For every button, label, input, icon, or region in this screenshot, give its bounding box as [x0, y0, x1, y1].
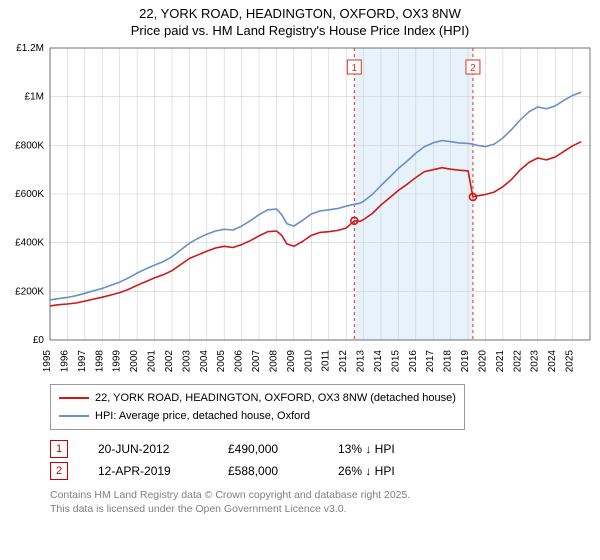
svg-text:2006: 2006	[234, 350, 245, 373]
legend-swatch-price-paid	[59, 397, 89, 399]
svg-text:2017: 2017	[425, 350, 436, 373]
svg-text:1999: 1999	[112, 350, 123, 373]
svg-text:£600K: £600K	[15, 189, 44, 200]
svg-text:1998: 1998	[94, 350, 105, 373]
marker-price-1: £490,000	[228, 442, 338, 456]
svg-text:2019: 2019	[460, 350, 471, 373]
marker-price-2: £588,000	[228, 464, 338, 478]
chart-container: 22, YORK ROAD, HEADINGTON, OXFORD, OX3 8…	[0, 0, 600, 560]
svg-text:2011: 2011	[321, 350, 332, 372]
svg-text:2015: 2015	[390, 350, 401, 373]
svg-text:£1M: £1M	[25, 92, 44, 103]
svg-text:2020: 2020	[477, 350, 488, 373]
marker-date-2: 12-APR-2019	[98, 464, 228, 478]
marker-date-1: 20-JUN-2012	[98, 442, 228, 456]
svg-text:2010: 2010	[303, 350, 314, 373]
marker-diff-2: 26% ↓ HPI	[338, 464, 448, 478]
marker-table: 1 20-JUN-2012 £490,000 13% ↓ HPI 2 12-AP…	[50, 438, 600, 482]
svg-text:2005: 2005	[216, 350, 227, 373]
footer-line1: Contains HM Land Registry data © Crown c…	[50, 488, 600, 502]
legend-box: 22, YORK ROAD, HEADINGTON, OXFORD, OX3 8…	[50, 384, 465, 430]
svg-text:£0: £0	[33, 335, 45, 346]
marker-row-2: 2 12-APR-2019 £588,000 26% ↓ HPI	[50, 460, 600, 482]
svg-text:2004: 2004	[199, 350, 210, 373]
svg-text:2000: 2000	[129, 350, 140, 373]
svg-text:2018: 2018	[443, 350, 454, 373]
marker-row-1: 1 20-JUN-2012 £490,000 13% ↓ HPI	[50, 438, 600, 460]
marker-badge-2: 2	[50, 462, 68, 480]
svg-text:1996: 1996	[59, 350, 70, 373]
svg-text:£200K: £200K	[15, 286, 44, 297]
svg-text:2002: 2002	[164, 350, 175, 373]
footer-attribution: Contains HM Land Registry data © Crown c…	[50, 488, 600, 516]
marker-diff-1: 13% ↓ HPI	[338, 442, 448, 456]
legend-label-price-paid: 22, YORK ROAD, HEADINGTON, OXFORD, OX3 8…	[95, 392, 456, 404]
svg-text:2001: 2001	[147, 350, 158, 373]
legend-swatch-hpi	[59, 415, 89, 417]
svg-text:2003: 2003	[181, 350, 192, 373]
legend-label-hpi: HPI: Average price, detached house, Oxfo…	[95, 410, 310, 422]
svg-text:1997: 1997	[77, 350, 88, 373]
chart-area: £0 £200K £400K £600K £800K £1M £1.2M 1995 1996 19…	[0, 40, 600, 378]
svg-text:1995: 1995	[42, 350, 53, 373]
svg-text:1: 1	[352, 63, 358, 74]
chart-title-line2: Price paid vs. HM Land Registry's House …	[0, 23, 600, 38]
svg-text:2: 2	[470, 63, 476, 74]
legend-item-hpi: HPI: Average price, detached house, Oxfo…	[59, 407, 456, 425]
svg-text:£800K: £800K	[15, 140, 44, 151]
svg-text:2021: 2021	[495, 350, 506, 373]
marker-badge-1: 1	[50, 440, 68, 458]
svg-text:2009: 2009	[286, 350, 297, 373]
svg-text:2013: 2013	[356, 350, 367, 373]
svg-text:2016: 2016	[408, 350, 419, 373]
svg-text:2025: 2025	[565, 350, 576, 373]
svg-text:2024: 2024	[547, 350, 558, 373]
svg-text:2008: 2008	[268, 350, 279, 373]
svg-text:2012: 2012	[338, 350, 349, 373]
svg-text:2022: 2022	[512, 350, 523, 373]
chart-title-line1: 22, YORK ROAD, HEADINGTON, OXFORD, OX3 8…	[0, 6, 600, 21]
svg-text:£400K: £400K	[15, 238, 44, 249]
svg-text:£1.2M: £1.2M	[16, 43, 44, 54]
svg-text:2007: 2007	[251, 350, 262, 373]
footer-line2: This data is licensed under the Open Gov…	[50, 502, 600, 516]
legend-item-price-paid: 22, YORK ROAD, HEADINGTON, OXFORD, OX3 8…	[59, 389, 456, 407]
chart-title-block: 22, YORK ROAD, HEADINGTON, OXFORD, OX3 8…	[0, 0, 600, 40]
svg-text:2023: 2023	[530, 350, 541, 373]
chart-svg: £0 £200K £400K £600K £800K £1M £1.2M 1995 1996 19…	[0, 40, 600, 378]
svg-text:2014: 2014	[373, 350, 384, 373]
